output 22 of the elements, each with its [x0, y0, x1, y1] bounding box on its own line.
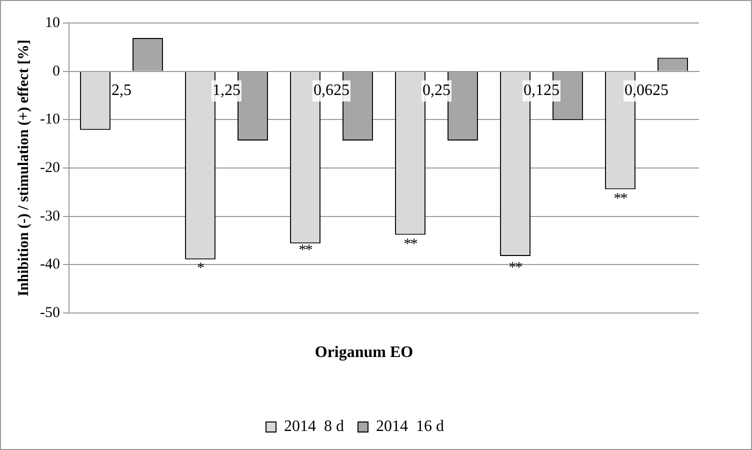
y-tick-label: -50: [40, 304, 60, 321]
annotation: **: [298, 242, 312, 258]
x-tick-label: 1,25: [212, 82, 240, 100]
y-axis-title: Inhibition (-) / stimulation (+) effect [%]: [16, 40, 32, 296]
annotation: **: [508, 260, 522, 276]
x-axis-title: Origanum EO: [314, 344, 414, 362]
annotation: **: [614, 191, 628, 208]
y-tick-label: -10: [40, 112, 60, 128]
y-tick-label: -30: [40, 208, 60, 224]
x-tick-label: 0,625: [313, 82, 350, 100]
y-tick-label: -20: [40, 160, 60, 176]
legend-label: 2014 16 d: [376, 418, 444, 436]
x-tick-label: 2,5: [111, 82, 132, 100]
annotation: *: [196, 260, 204, 276]
x-tick-label: 0,25: [422, 82, 450, 100]
y-tick-label: 10: [44, 14, 60, 31]
annotation: **: [404, 236, 418, 253]
y-tick-label: -40: [40, 256, 60, 273]
x-tick-label: 0,0625: [624, 82, 668, 100]
x-tick-label: 0,125: [524, 82, 560, 100]
legend-label: 2014 8 d: [284, 418, 344, 436]
y-tick-label: 0: [52, 63, 60, 80]
